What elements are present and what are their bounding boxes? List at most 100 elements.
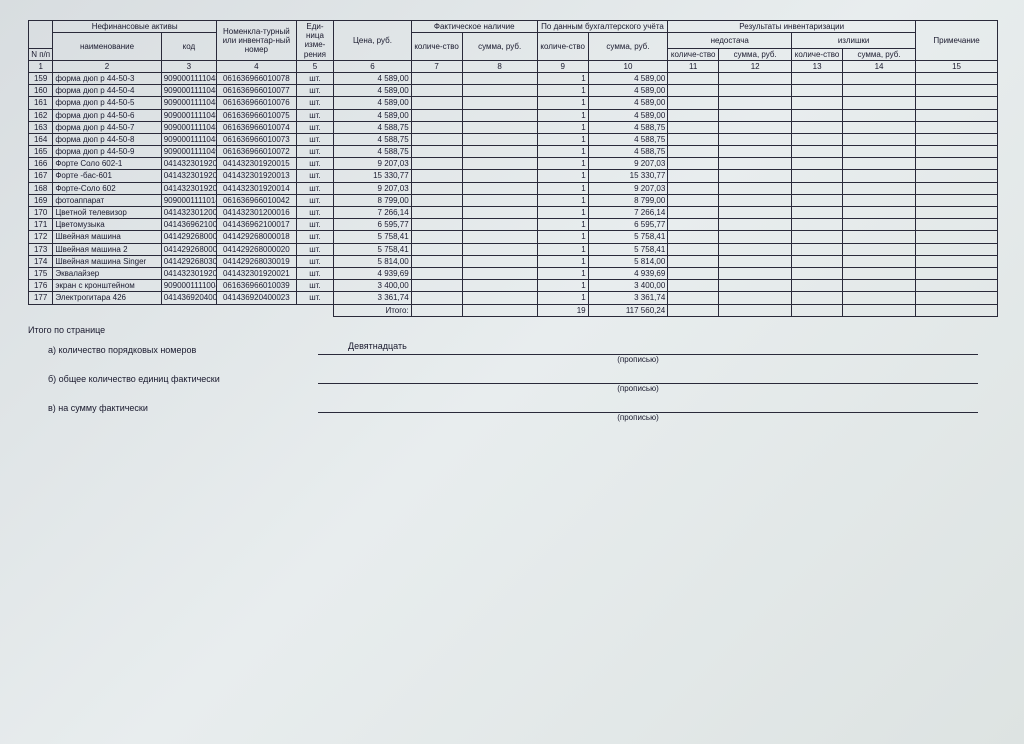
cell [411,121,462,133]
table-row: 177Электрогитара 42604143692040002304143… [29,292,998,304]
cell: 4 939,69 [334,267,411,279]
cell: 041432301920014 [217,182,297,194]
cell [792,182,843,194]
cell [719,219,792,231]
cell [843,121,916,133]
cell [916,280,998,292]
th-sqty: количе-ство [668,48,719,60]
cell [916,133,998,145]
cell [792,85,843,97]
cell: 041429268030019 [217,255,297,267]
cell [462,231,537,243]
cell: 9 207,03 [334,158,411,170]
cell: шт. [296,267,334,279]
cell: 1 [537,255,588,267]
cell: 3 361,74 [334,292,411,304]
th-nomen: Номенкла-турный или инвентар-ный номер [217,21,297,61]
cell [843,243,916,255]
cell [411,72,462,84]
th-results: Результаты инвентаризации [668,21,916,33]
cell: 5 814,00 [588,255,668,267]
cell [668,146,719,158]
footer-a-value: Девятнадцать [318,341,978,355]
th-unit: Еди-ница изме-рения [296,21,334,61]
cell: 4 589,00 [334,97,411,109]
cell: 4 588,75 [588,146,668,158]
cell: 176 [29,280,53,292]
cell [843,109,916,121]
table-row: 175Эквалайзер041432301920021041432301920… [29,267,998,279]
cell [916,121,998,133]
cell: 1 [537,170,588,182]
table-row: 159форма дюп р 44-50-3909000111104830616… [29,72,998,84]
cell: 1 [537,85,588,97]
cell [916,207,998,219]
cell: форма дюп р 44-50-9 [53,146,161,158]
cell [462,170,537,182]
col-num: 10 [588,60,668,72]
cell: 041432301200016 [161,207,216,219]
table-row: 161форма дюп р 44-50-5909000111104850616… [29,97,998,109]
th-bqty: количе-ство [537,33,588,61]
cell [719,158,792,170]
cell [916,255,998,267]
th-shortage: недостача [668,33,792,48]
cell: 041432301920021 [161,267,216,279]
cell [916,231,998,243]
cell: 041436920400023 [217,292,297,304]
cell [462,292,537,304]
cell: 7 266,14 [334,207,411,219]
cell: 5 814,00 [334,255,411,267]
cell [916,85,998,97]
cell: 9 207,03 [588,182,668,194]
cell [411,219,462,231]
cell [411,158,462,170]
cell [792,109,843,121]
table-row: 169фотоаппарат90900011110147061636966010… [29,194,998,206]
cell: шт. [296,280,334,292]
cell: 4 589,00 [334,85,411,97]
cell: 4 589,00 [588,85,668,97]
inventory-table: Нефинансовые активы Номенкла-турный или … [28,20,998,317]
cell: Форте-Соло 602 [53,182,161,194]
cell [668,231,719,243]
cell: 1 [537,133,588,145]
cell [792,72,843,84]
cell: 041432301920013 [217,170,297,182]
cell: 174 [29,255,53,267]
cell: 061636966010076 [217,97,297,109]
cell: 061636966010078 [217,72,297,84]
cell [668,133,719,145]
cell [411,243,462,255]
cell: 1 [537,219,588,231]
cell: шт. [296,231,334,243]
cell [462,72,537,84]
cell: 5 758,41 [334,231,411,243]
cell [792,255,843,267]
cell [719,231,792,243]
cell: 90900011110147 [161,194,216,206]
cell: 041432301920021 [217,267,297,279]
cell: 165 [29,146,53,158]
cell: Форте -бас-601 [53,170,161,182]
cell [916,170,998,182]
cell [792,267,843,279]
inventory-sheet: Нефинансовые активы Номенкла-турный или … [28,20,998,422]
cell [411,97,462,109]
cell: шт. [296,158,334,170]
table-row: 171Цветомузыка04143696210001704143696210… [29,219,998,231]
th-name: наименование [53,33,161,61]
col-num: 6 [334,60,411,72]
cell [719,255,792,267]
cell [843,231,916,243]
cell: шт. [296,219,334,231]
cell [792,121,843,133]
cell [462,219,537,231]
cell: 164 [29,133,53,145]
cell: 041429268000020 [161,243,216,255]
cell: 90900011110485 [161,97,216,109]
cell [916,219,998,231]
th-note: Примечание [916,21,998,61]
col-num: 2 [53,60,161,72]
cell: 1 [537,182,588,194]
